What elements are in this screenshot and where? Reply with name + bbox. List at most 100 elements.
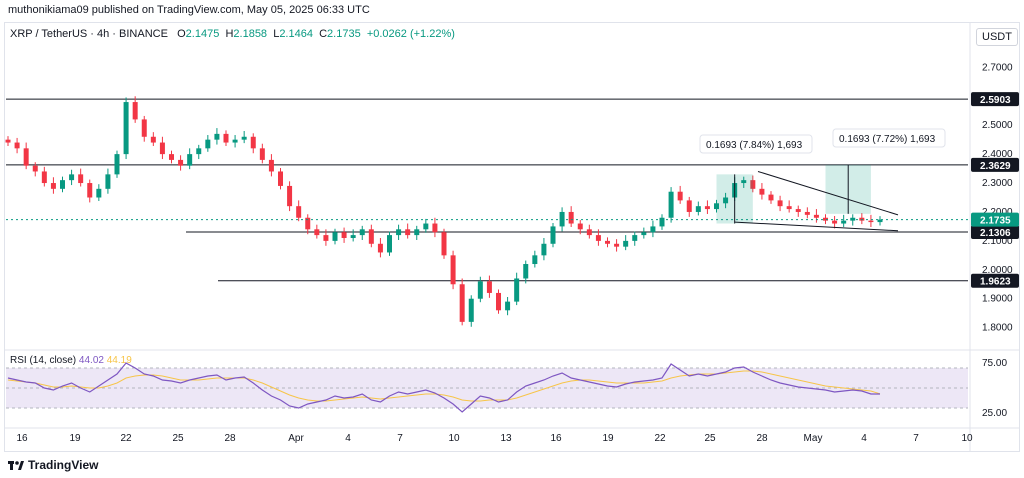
candle-body-65[interactable] [595, 235, 601, 241]
candle-body-64[interactable] [586, 229, 592, 236]
candle-body-37[interactable] [341, 232, 347, 238]
candle-body-43[interactable] [396, 229, 402, 236]
candle-body-55[interactable] [505, 301, 511, 311]
candle-body-34[interactable] [314, 229, 320, 236]
rsi-label[interactable]: RSI (14, close) [10, 355, 77, 366]
candle-body-41[interactable] [377, 243, 383, 253]
candle-body-40[interactable] [368, 229, 374, 244]
candle-body-57[interactable] [523, 264, 529, 279]
candle-body-48[interactable] [441, 232, 447, 256]
candle-body-70[interactable] [641, 232, 647, 236]
candle-body-89[interactable] [813, 214, 819, 218]
candle-body-38[interactable] [350, 235, 356, 238]
candle-body-76[interactable] [695, 206, 701, 212]
candle-body-72[interactable] [659, 217, 665, 227]
candle-body-50[interactable] [459, 284, 465, 322]
candle-body-19[interactable] [178, 159, 184, 166]
candle-body-69[interactable] [632, 235, 638, 241]
candle-body-78[interactable] [714, 203, 719, 210]
candle-body-56[interactable] [514, 278, 520, 302]
candle-body-32[interactable] [296, 206, 302, 218]
candle-body-18[interactable] [169, 154, 174, 160]
candle-body-31[interactable] [287, 185, 293, 207]
candle-body-5[interactable] [50, 183, 56, 189]
candle-body-4[interactable] [41, 171, 47, 184]
candle-body-71[interactable] [650, 226, 656, 233]
candle-body-87[interactable] [795, 209, 801, 212]
candle-body-45[interactable] [414, 229, 420, 236]
candle-body-84[interactable] [768, 194, 774, 201]
candle-body-16[interactable] [150, 136, 156, 143]
candle-body-91[interactable] [832, 220, 838, 224]
candle-body-9[interactable] [87, 183, 93, 198]
candle-body-33[interactable] [305, 217, 311, 230]
candle-body-77[interactable] [704, 206, 710, 210]
candle-body-26[interactable] [241, 136, 247, 140]
candle-body-88[interactable] [804, 211, 810, 215]
candle-body-52[interactable] [477, 281, 483, 299]
candle-body-30[interactable] [278, 171, 283, 186]
candle-body-79[interactable] [723, 197, 729, 204]
candle-body-54[interactable] [496, 292, 501, 311]
candle-body-1[interactable] [14, 142, 20, 149]
symbol-name[interactable]: XRP / TetherUS · 4h · BINANCE [10, 28, 168, 40]
candle-body-10[interactable] [96, 188, 102, 198]
candle-body-29[interactable] [268, 159, 274, 172]
candle-body-44[interactable] [405, 229, 411, 236]
candle-body-13[interactable] [123, 102, 129, 155]
candle-body-66[interactable] [605, 240, 610, 244]
wedge-upper-line[interactable] [757, 170, 899, 216]
candle-body-27[interactable] [250, 136, 256, 149]
candle-body-95[interactable] [868, 220, 874, 223]
candle-body-62[interactable] [568, 211, 574, 224]
candle-body-75[interactable] [686, 200, 692, 212]
candle-body-53[interactable] [486, 281, 492, 293]
candle-body-23[interactable] [214, 133, 220, 140]
candle-body-90[interactable] [823, 217, 828, 221]
candle-body-74[interactable] [677, 191, 683, 201]
candle-body-20[interactable] [187, 154, 193, 166]
candle-body-46[interactable] [423, 223, 429, 230]
candle-body-85[interactable] [777, 200, 783, 207]
candle-body-6[interactable] [60, 180, 65, 189]
currency-button[interactable]: USDT [976, 28, 1018, 46]
candle-body-0[interactable] [5, 139, 11, 143]
candle-body-86[interactable] [786, 206, 792, 210]
candle-body-17[interactable] [159, 142, 165, 155]
candle-body-68[interactable] [623, 240, 629, 247]
candle-body-83[interactable] [759, 188, 765, 195]
candle-body-14[interactable] [132, 102, 138, 120]
candle-body-28[interactable] [259, 148, 265, 160]
candle-body-36[interactable] [332, 232, 338, 241]
candle-body-73[interactable] [668, 191, 674, 218]
candle-body-25[interactable] [232, 139, 238, 143]
candle-body-82[interactable] [750, 180, 756, 189]
candle-body-96[interactable] [877, 219, 883, 223]
candle-body-22[interactable] [205, 139, 211, 149]
candle-body-42[interactable] [387, 235, 392, 253]
candle-body-59[interactable] [541, 243, 547, 256]
candle-body-7[interactable] [69, 174, 75, 181]
candle-body-2[interactable] [23, 148, 29, 166]
candle-body-92[interactable] [841, 220, 847, 224]
candle-body-24[interactable] [223, 133, 229, 143]
candle-body-15[interactable] [141, 119, 147, 137]
candle-body-47[interactable] [432, 223, 438, 233]
tradingview-logo[interactable]: TradingView [8, 458, 98, 472]
rsi-ma-line[interactable] [7, 370, 881, 402]
candle-body-81[interactable] [741, 180, 747, 184]
wedge-lower-line[interactable] [734, 221, 899, 232]
candle-body-67[interactable] [614, 243, 620, 247]
candle-body-63[interactable] [577, 223, 583, 230]
candle-body-39[interactable] [359, 229, 365, 236]
rsi-line[interactable] [7, 362, 881, 413]
candle-body-60[interactable] [550, 226, 556, 244]
candle-body-21[interactable] [196, 148, 202, 155]
candle-body-8[interactable] [78, 174, 84, 184]
candle-body-49[interactable] [450, 255, 456, 285]
candle-body-51[interactable] [468, 298, 474, 322]
candle-body-11[interactable] [105, 174, 111, 189]
candle-body-12[interactable] [114, 154, 120, 175]
candle-body-3[interactable] [32, 165, 38, 172]
